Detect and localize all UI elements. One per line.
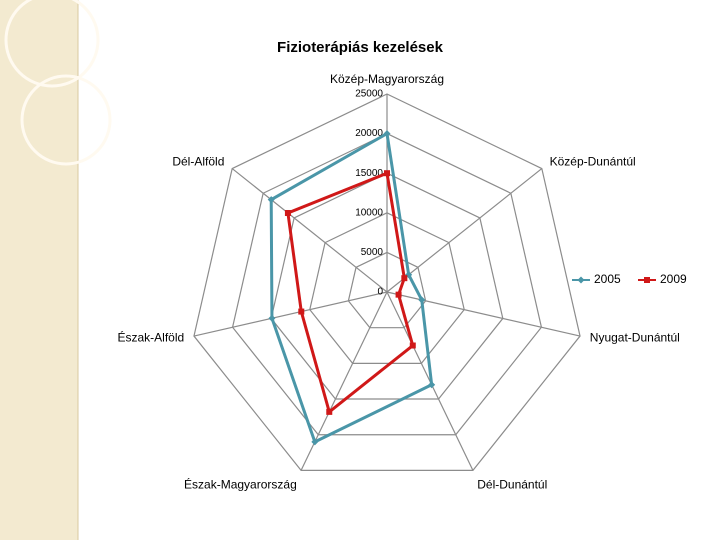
marker <box>326 408 333 415</box>
spoke <box>386 291 581 337</box>
tick-label: 10000 <box>355 207 383 218</box>
spoke <box>193 291 388 337</box>
axis-label: Dél-Dunántúl <box>477 478 547 492</box>
marker <box>298 308 305 315</box>
marker <box>418 296 426 304</box>
marker <box>409 342 416 349</box>
grid-ring <box>347 251 427 329</box>
grid-ring <box>309 212 465 364</box>
marker <box>395 291 402 298</box>
series-line <box>269 131 434 444</box>
legend-marker <box>577 276 585 284</box>
marker <box>384 170 390 177</box>
decor-circle <box>4 0 100 88</box>
marker <box>311 438 319 446</box>
legend-label: 2005 <box>594 272 621 286</box>
decor-circle <box>20 74 112 166</box>
marker <box>428 381 436 389</box>
grid-ring <box>193 93 581 471</box>
axis-label: Közép-Magyarország <box>330 72 444 86</box>
side-panel <box>0 0 78 540</box>
tick-label: 0 <box>377 287 383 298</box>
tick-label: 5000 <box>361 247 384 258</box>
legend-marker <box>644 277 650 283</box>
tick-label: 25000 <box>355 89 383 100</box>
axis-label: Közép-Dunántúl <box>550 154 636 168</box>
tick-label: 15000 <box>355 168 383 179</box>
marker <box>401 275 408 282</box>
spoke <box>386 168 543 293</box>
axis-label: Nyugat-Dunántúl <box>590 330 680 344</box>
axis-label: Dél-Alföld <box>172 154 224 168</box>
chart-title: Fizioterápiás kezelések <box>277 39 444 56</box>
axis-label: Észak-Alföld <box>118 329 185 344</box>
spoke <box>231 168 388 293</box>
legend-label: 2009 <box>660 272 687 286</box>
marker <box>268 314 276 322</box>
marker <box>284 209 291 216</box>
marker <box>383 130 391 138</box>
grid-ring <box>231 132 543 436</box>
axis-label: Észak-Magyarország <box>184 477 297 492</box>
tick-label: 20000 <box>355 128 383 139</box>
marker <box>267 196 275 204</box>
